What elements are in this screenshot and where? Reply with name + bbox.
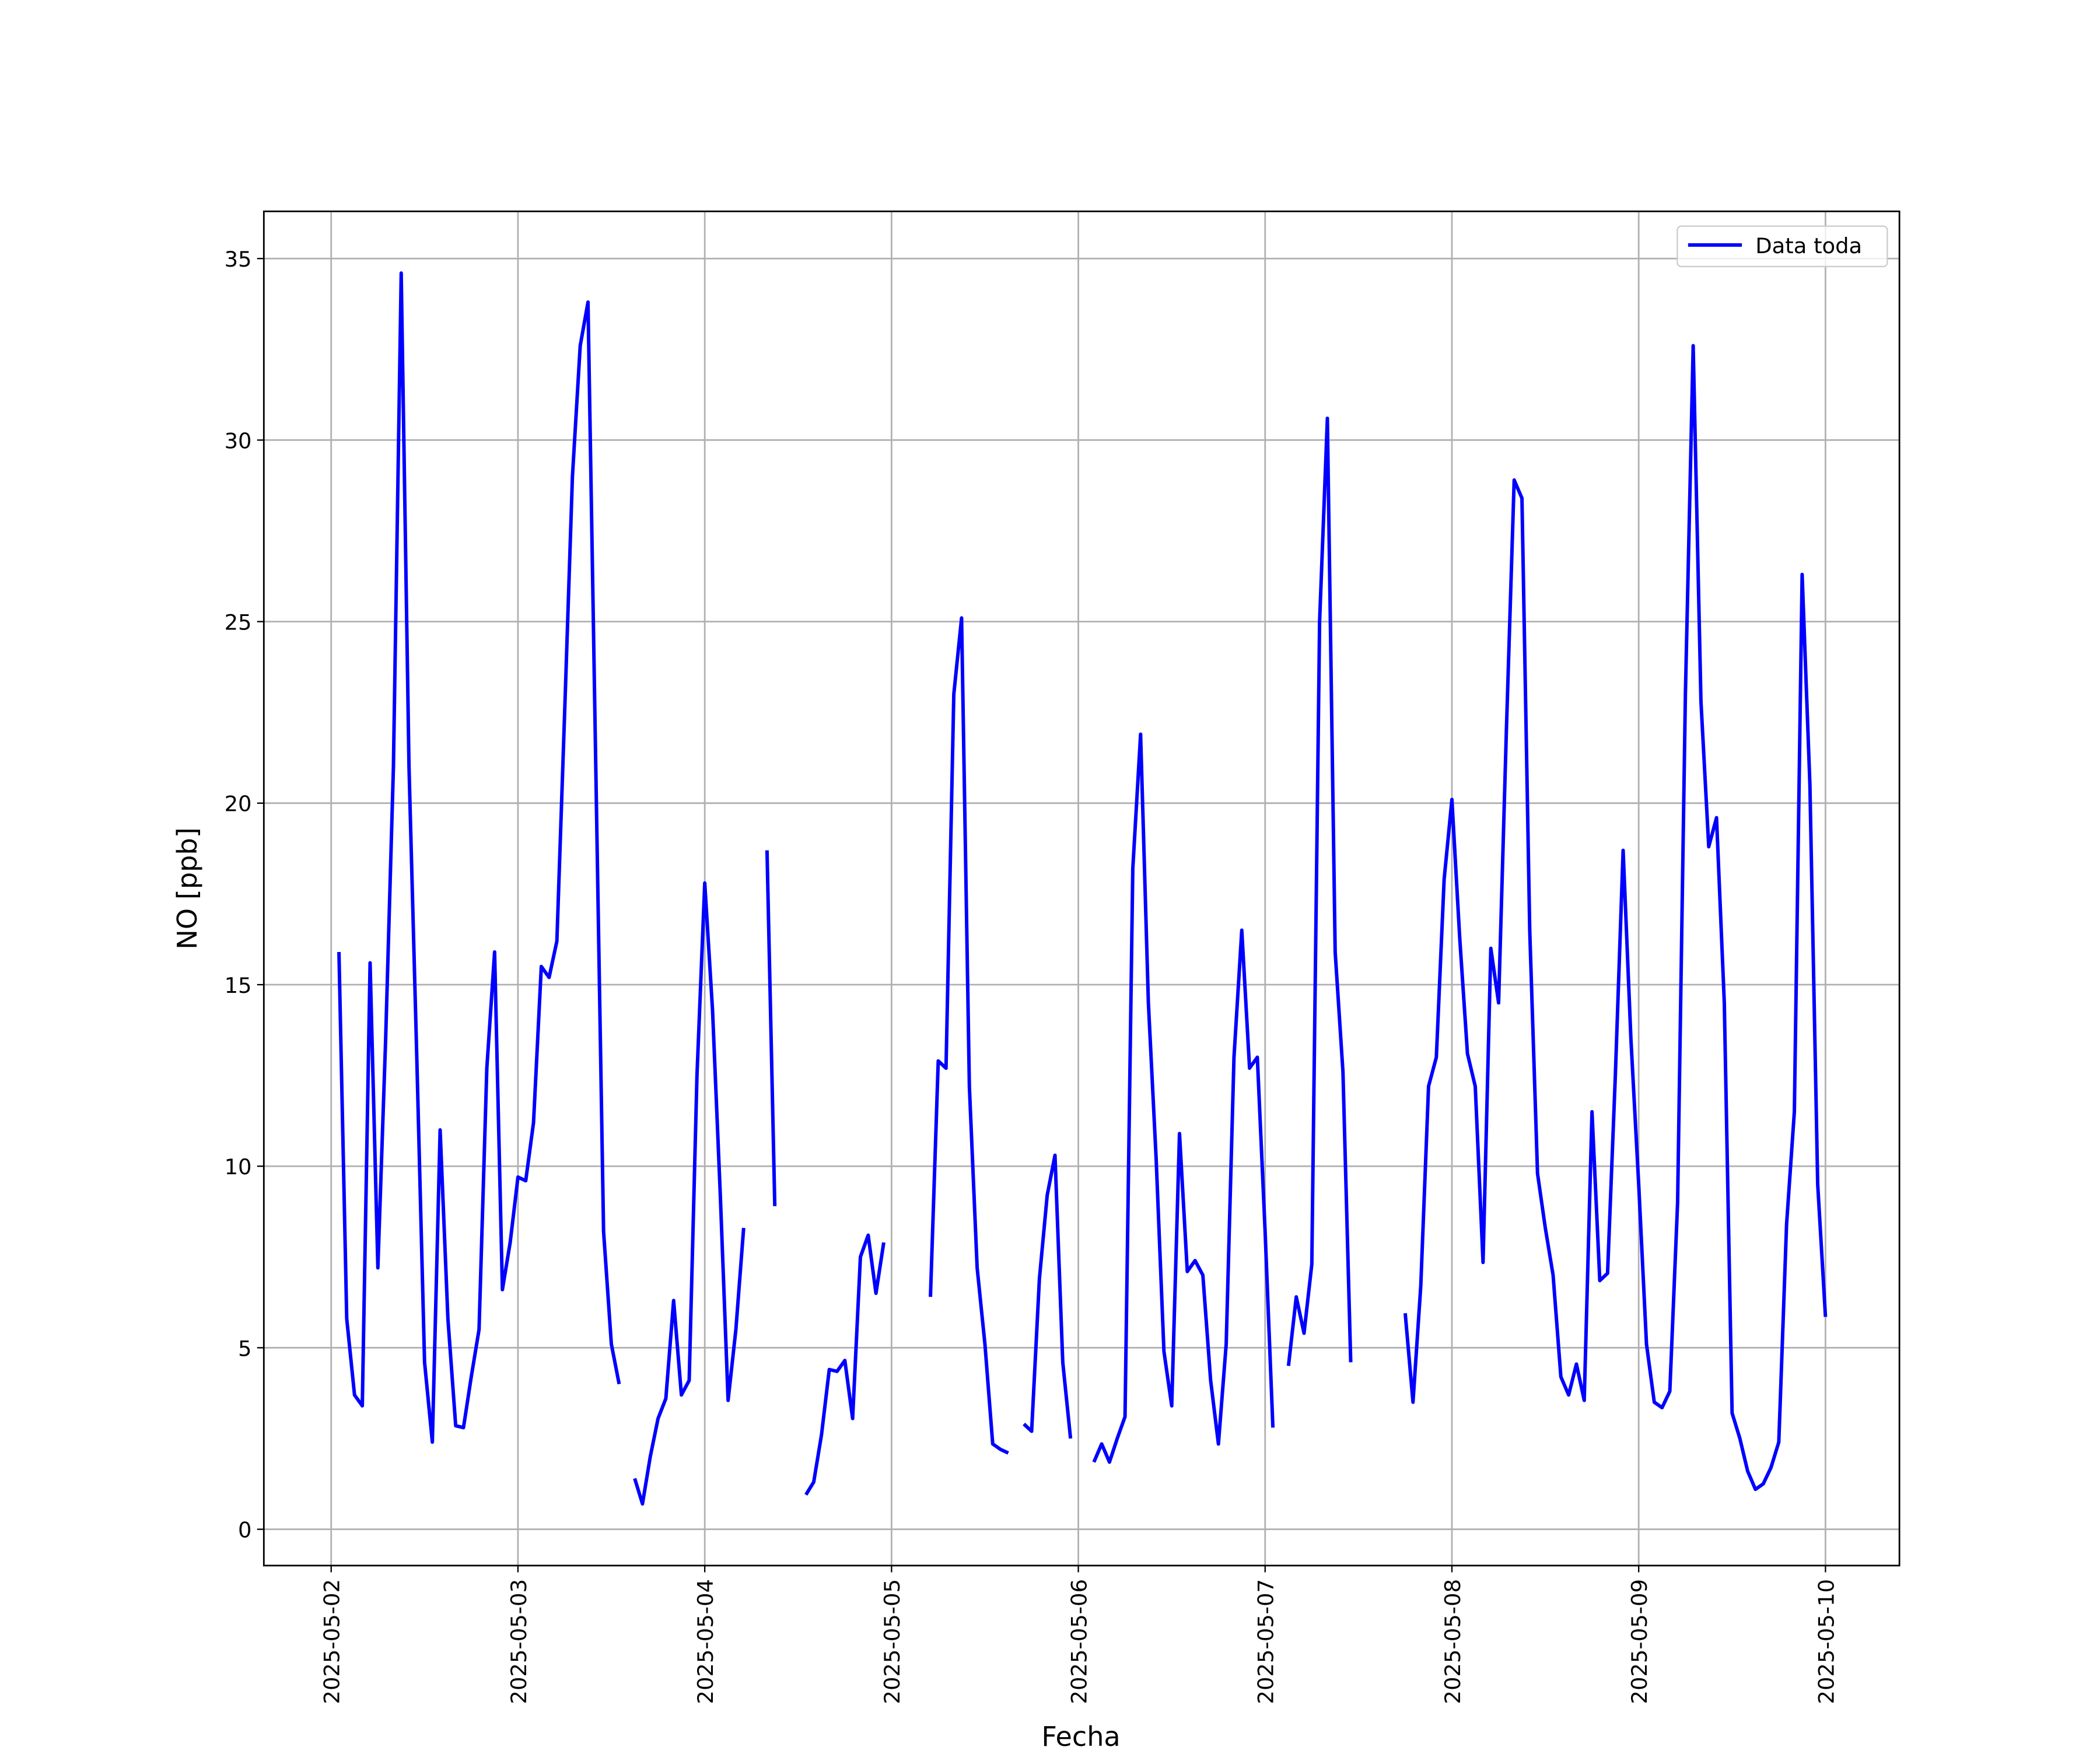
y-tick-label: 20	[225, 792, 252, 817]
legend-box	[1676, 225, 1888, 268]
y-tick-label: 35	[225, 247, 252, 272]
x-tick-label: 2025-05-08	[1440, 1579, 1465, 1704]
y-tick-label: 15	[225, 973, 252, 998]
data-line	[337, 271, 1828, 1506]
x-tick-label: 2025-05-05	[880, 1579, 905, 1704]
x-tick-label: 2025-05-09	[1627, 1579, 1652, 1704]
legend-label: Data toda	[1755, 233, 1862, 258]
x-tick-label: 2025-05-03	[506, 1579, 531, 1704]
y-tick-label: 0	[238, 1517, 251, 1542]
y-tick-label: 5	[238, 1336, 251, 1361]
x-axis-label: Fecha	[1041, 1721, 1120, 1750]
plot-frame	[262, 210, 1901, 1567]
y-tick-label: 25	[225, 610, 252, 635]
y-axis-label: NO [ppb]	[172, 827, 203, 949]
x-tick-label: 2025-05-10	[1814, 1579, 1839, 1704]
x-tick-label: 2025-05-02	[320, 1579, 345, 1704]
x-tick-label: 2025-05-04	[693, 1579, 718, 1704]
x-tick-label: 2025-05-07	[1254, 1579, 1279, 1704]
y-tick-label: 10	[225, 1154, 252, 1180]
y-tick-label: 30	[225, 428, 252, 453]
x-tick-label: 2025-05-06	[1066, 1579, 1091, 1704]
